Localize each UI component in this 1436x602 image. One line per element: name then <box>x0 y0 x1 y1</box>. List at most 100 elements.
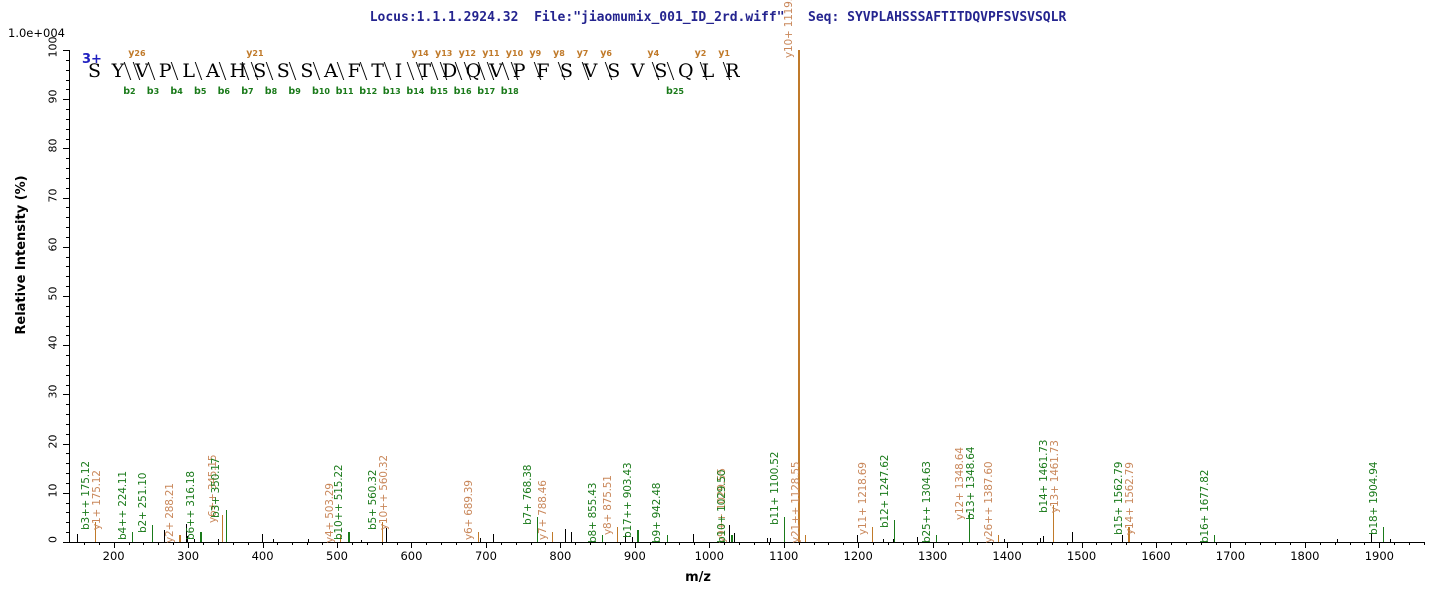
annotated-peak <box>1383 527 1385 542</box>
x-tick-label: 1700 <box>1215 549 1246 563</box>
x-tick-minor <box>694 542 696 545</box>
b-ion-label: b12 <box>359 86 378 97</box>
b-ion-label: b6 <box>217 86 230 97</box>
peak-label: y26++ 1387.60 <box>982 461 995 543</box>
y-tick-label: 30 <box>46 384 60 399</box>
annotated-peak <box>872 527 874 542</box>
noise-peak <box>632 536 634 542</box>
sequence-residue: H <box>229 60 247 82</box>
x-tick <box>188 542 190 548</box>
sequence-residue: S <box>253 60 267 82</box>
y-ion-label: y4 <box>647 48 660 59</box>
y-tick <box>63 394 69 396</box>
annotated-peak <box>616 527 618 542</box>
x-tick-minor <box>947 542 949 545</box>
noise-peak <box>273 538 275 542</box>
x-tick-minor <box>322 542 324 545</box>
annotated-peak <box>968 512 971 542</box>
b-ion-label: b17 <box>477 86 496 97</box>
y-tick-minor <box>66 315 69 317</box>
y-ion-label: y21 <box>246 48 264 59</box>
y-tick-minor <box>66 89 69 91</box>
y-tick-minor <box>66 532 69 534</box>
x-tick-minor <box>351 542 353 545</box>
y-tick-minor <box>66 364 69 366</box>
b-ion-label: b3 <box>146 86 160 97</box>
x-tick <box>337 542 339 548</box>
b-ion-label: b2 <box>123 86 136 97</box>
annotated-peak <box>551 532 554 542</box>
noise-peak <box>856 534 858 542</box>
b-ion-label: b18 <box>500 86 519 97</box>
peak-label: b17++ 903.43 <box>622 462 635 538</box>
x-tick-minor <box>158 542 160 545</box>
x-tick-minor <box>1051 542 1053 545</box>
peak-label: y21++ 1128.55 <box>789 461 802 543</box>
y-tick <box>63 492 69 494</box>
noise-peak <box>729 524 731 542</box>
y-ion-label: y12 <box>458 48 476 59</box>
y-tick <box>63 542 69 543</box>
y-tick-label: 40 <box>46 335 60 350</box>
b-ion-label: b11 <box>335 86 354 97</box>
x-tick-minor <box>1349 542 1351 545</box>
annotated-peak <box>601 534 603 542</box>
b-ion-label: b15 <box>430 86 448 97</box>
precursor-charge-label: 3+ <box>82 52 102 67</box>
noise-peak <box>1003 539 1005 542</box>
x-tick-label: 1400 <box>992 549 1022 563</box>
x-tick-minor <box>366 542 368 545</box>
y-tick-minor <box>66 276 69 278</box>
peak-label: y8+ 875.51 <box>601 475 614 536</box>
x-tick-minor <box>992 542 994 545</box>
x-tick-label: 1300 <box>917 549 948 563</box>
y-ion-label: y9 <box>529 48 542 59</box>
peak-label: y6+ 689.39 <box>463 480 476 541</box>
x-tick-label: 1100 <box>769 549 799 563</box>
peak-label: b3+ 350.17 <box>210 457 223 519</box>
b-ion-label: b14 <box>406 86 425 97</box>
y-tick <box>63 345 69 347</box>
annotated-peak <box>348 532 350 542</box>
x-tick-minor <box>515 542 517 545</box>
annotated-peak <box>731 534 733 542</box>
noise-peak <box>360 539 362 542</box>
noise-peak <box>624 533 626 542</box>
b-ion-label: b4 <box>170 86 183 97</box>
x-tick-minor <box>605 542 607 545</box>
x-tick-minor <box>1424 542 1425 545</box>
x-tick <box>485 542 487 548</box>
x-tick-minor <box>307 542 309 545</box>
y-ion-label: y6 <box>600 48 612 59</box>
peak-label: b4++ 224.11 <box>116 471 129 541</box>
y-tick-minor <box>66 423 69 425</box>
y-tick-minor <box>66 69 69 71</box>
x-tick-minor <box>977 542 979 545</box>
x-tick-label: 800 <box>549 549 572 563</box>
x-tick <box>411 542 413 548</box>
peak-label: b7+ 768.38 <box>521 465 534 526</box>
x-tick-minor <box>471 542 473 545</box>
annotated-peak <box>1128 527 1130 542</box>
noise-peak <box>1042 535 1044 542</box>
x-tick <box>1081 542 1083 548</box>
noise-peak <box>163 529 165 542</box>
sequence-residue: F <box>347 60 361 82</box>
x-tick-label: 1000 <box>694 549 724 563</box>
x-tick-minor <box>217 542 219 545</box>
sequence-residue: S <box>607 60 621 82</box>
peak-label: y13+ 1461.73 <box>1049 440 1062 514</box>
annotated-peak <box>997 534 1000 542</box>
x-tick-minor <box>813 542 815 545</box>
annotated-peak <box>637 529 639 542</box>
y-tick-minor <box>66 266 69 268</box>
x-tick-minor <box>203 542 204 545</box>
sequence-residue: V <box>583 60 598 82</box>
spectrum-plot-area[interactable]: 0 10 20 30 40 50 60 70 80 90 100 200 300 400 500 600 70… <box>47 0 1425 563</box>
noise-peak <box>917 537 919 542</box>
peak-label: b10++ 515.22 <box>333 464 346 541</box>
x-tick-minor <box>396 542 398 545</box>
peak-label: b9+ 942.48 <box>651 482 664 543</box>
x-tick-label: 1800 <box>1290 549 1320 563</box>
